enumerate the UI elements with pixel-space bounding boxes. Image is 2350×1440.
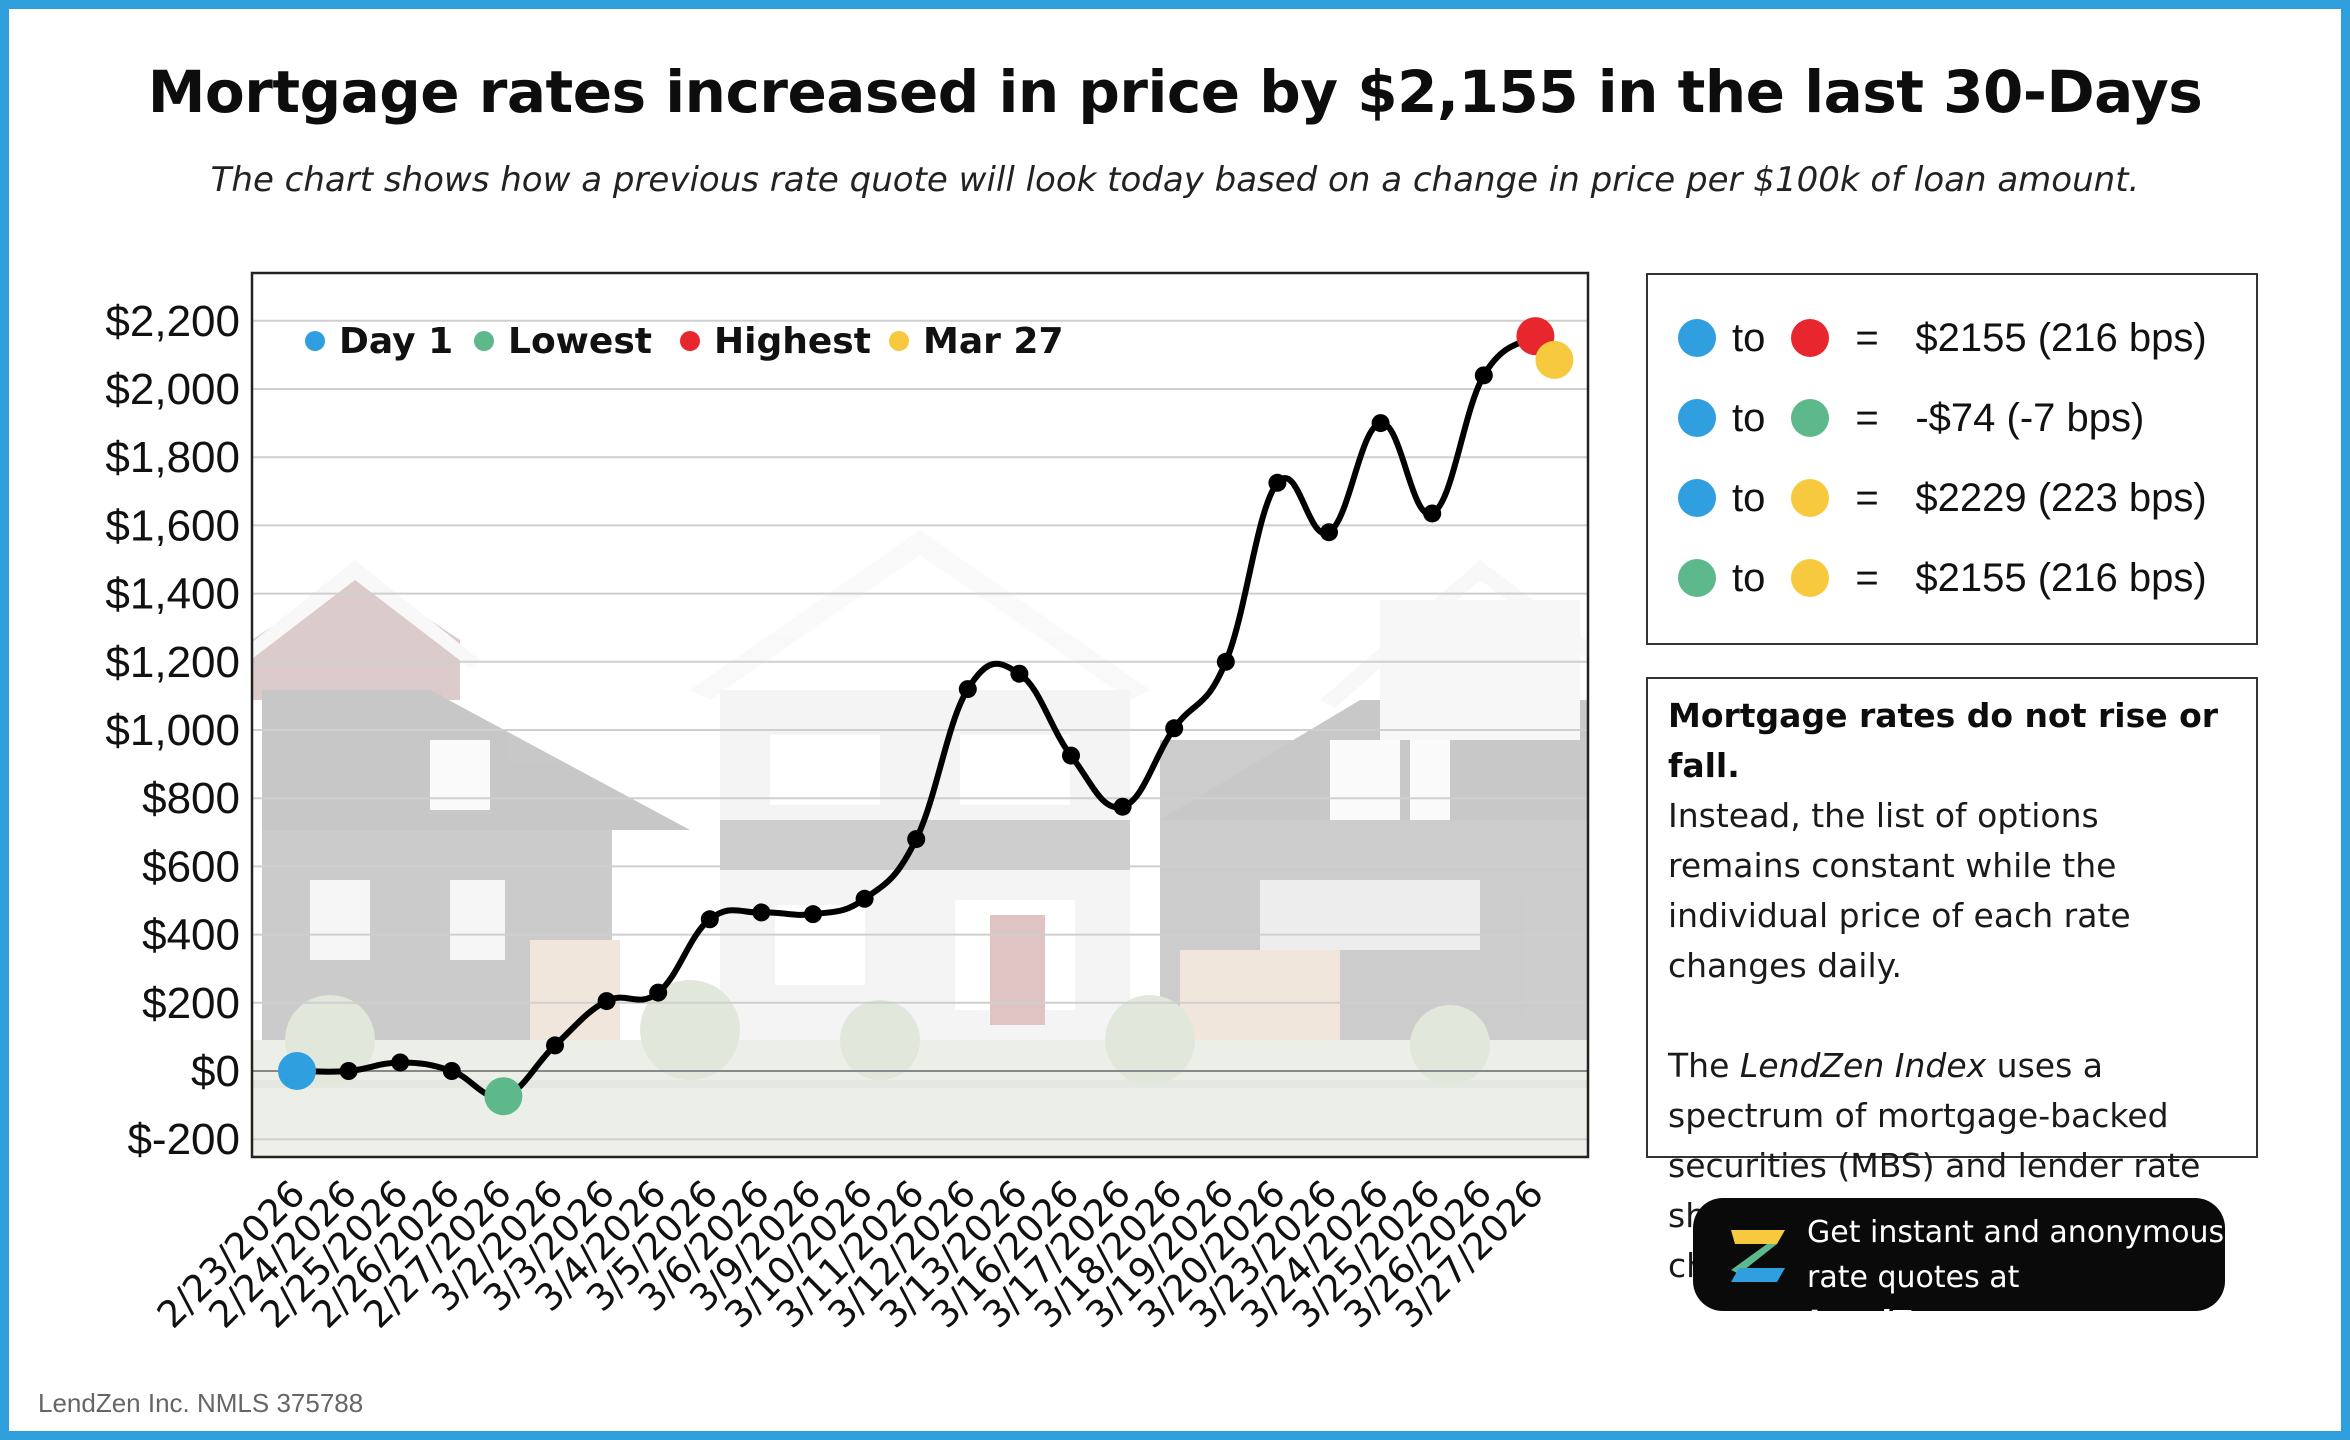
data-point [958, 680, 977, 699]
comparison-to-dot [1791, 479, 1830, 517]
data-point [804, 905, 822, 924]
y-tick-label: $1,800 [105, 433, 240, 482]
legend-label: Mar 27 [923, 321, 1064, 362]
data-points [278, 317, 1574, 1116]
comparison-row: to = $2229 (223 bps) [1678, 468, 2207, 528]
comparison-row: to = $2155 (216 bps) [1678, 308, 2207, 368]
comparison-from-dot [1678, 319, 1716, 357]
data-point [597, 992, 616, 1011]
y-tick-label: $0 [191, 1047, 240, 1096]
y-tick-label: $800 [142, 774, 240, 823]
chart-legend: Day 1 Lowest Highest Mar 27 [305, 321, 1064, 362]
comparison-to-dot [1791, 319, 1830, 357]
data-point [1165, 719, 1184, 738]
cta-website-link[interactable]: LendZen.com [1807, 1305, 2034, 1340]
info-brand: LendZen Index [1739, 1046, 1987, 1085]
chart-subtitle: The chart shows how a previous rate quot… [210, 160, 2140, 200]
cta-text: Get instant and anonymous rate quotes at… [1807, 1210, 2225, 1345]
data-point [1320, 523, 1338, 542]
mar27-point [1535, 340, 1574, 379]
info-box: Mortgage rates do not rise or fall. Inst… [1646, 677, 2258, 1285]
x-axis-ticks: 2/23/20262/24/20262/25/20262/26/20262/27… [149, 1172, 1552, 1337]
comparison-box: to = $2155 (216 bps) to = -$74 (-7 bps) to = $22… [1646, 273, 2258, 645]
comparison-from-dot [1678, 399, 1716, 437]
data-point [546, 1036, 564, 1055]
comparison-from-dot [1678, 559, 1716, 597]
data-point [700, 910, 719, 929]
comparison-to-dot [1791, 559, 1830, 597]
y-axis-ticks: $-200 $0 $200 $400 $600 $800 $1,000 $1,200 $1,40… [105, 297, 240, 1164]
comparison-to-label: to [1732, 555, 1766, 600]
comparison-value: $2229 (223 bps) [1915, 475, 2207, 520]
data-point [752, 903, 771, 922]
day1-point [278, 1052, 316, 1090]
y-tick-label: $1,600 [105, 501, 240, 550]
data-point [442, 1062, 461, 1080]
data-point [1062, 746, 1080, 765]
comparison-equals: = [1855, 475, 1879, 520]
data-point [1268, 473, 1287, 492]
plot-border [250, 271, 1590, 1159]
data-point [391, 1053, 410, 1072]
comparison-to-label: to [1732, 475, 1766, 520]
y-tick-label: $2,000 [105, 365, 240, 414]
lendzen-z-logo-icon [1731, 1230, 1785, 1282]
info-heading: Mortgage rates do not rise or fall. [1668, 696, 2219, 785]
y-tick-label: $2,200 [105, 297, 240, 346]
data-point [1216, 652, 1235, 671]
chart-title: Mortgage rates increased in price by $2,… [147, 58, 2203, 126]
y-tick-label: $1,200 [105, 638, 240, 687]
legend-marker [305, 331, 325, 351]
cta-banner[interactable]: Get instant and anonymous rate quotes at… [1693, 1198, 2225, 1340]
data-point [1423, 504, 1442, 523]
y-tick-label: $1,000 [105, 706, 240, 755]
comparison-value: $2155 (216 bps) [1915, 315, 2207, 360]
lowest-point [484, 1077, 523, 1116]
info-paragraph-1: Instead, the list of options remains con… [1668, 796, 2131, 985]
y-tick-label: $200 [142, 979, 240, 1028]
y-tick-label: $600 [142, 842, 240, 891]
legend-marker [680, 331, 700, 351]
legend-label: Day 1 [339, 321, 453, 362]
y-tick-label: $1,400 [105, 570, 240, 619]
data-point [1010, 664, 1029, 683]
data-point [1474, 366, 1493, 385]
comparison-to-label: to [1732, 395, 1766, 440]
comparison-to-dot [1791, 399, 1830, 437]
data-point [855, 889, 874, 908]
plot-area [252, 273, 1588, 1157]
gridlines [252, 319, 1588, 1141]
cta-line-2: rate quotes at LendZen.com [1807, 1255, 2225, 1345]
comparison-equals: = [1855, 555, 1879, 600]
comparison-equals: = [1855, 395, 1879, 440]
comparison-to-label: to [1732, 315, 1766, 360]
cta-line-2-prefix: rate quotes at [1807, 1260, 2020, 1295]
legend-marker [474, 331, 494, 351]
cta-line-1: Get instant and anonymous [1807, 1215, 2225, 1250]
data-point [649, 983, 668, 1002]
legend-marker [889, 331, 909, 351]
info-p2-prefix: The [1668, 1046, 1740, 1085]
comparison-row: to = -$74 (-7 bps) [1678, 388, 2144, 448]
house-background-image [252, 530, 1588, 1157]
comparison-equals: = [1855, 315, 1879, 360]
comparison-value: $2155 (216 bps) [1915, 555, 2207, 600]
comparison-value: -$74 (-7 bps) [1915, 395, 2145, 440]
comparison-row: to = $2155 (216 bps) [1678, 548, 2207, 608]
legend-label: Lowest [508, 321, 652, 362]
data-point [339, 1062, 358, 1080]
y-tick-label: $400 [142, 911, 240, 960]
data-point [907, 830, 926, 849]
comparison-from-dot [1678, 479, 1716, 517]
footer-nmls: LendZen Inc. NMLS 375788 [38, 1388, 364, 1418]
data-point [1113, 797, 1132, 816]
series-line [294, 333, 1539, 1100]
y-tick-label: $-200 [127, 1115, 240, 1164]
data-point [1371, 414, 1390, 433]
legend-label: Highest [714, 321, 871, 362]
